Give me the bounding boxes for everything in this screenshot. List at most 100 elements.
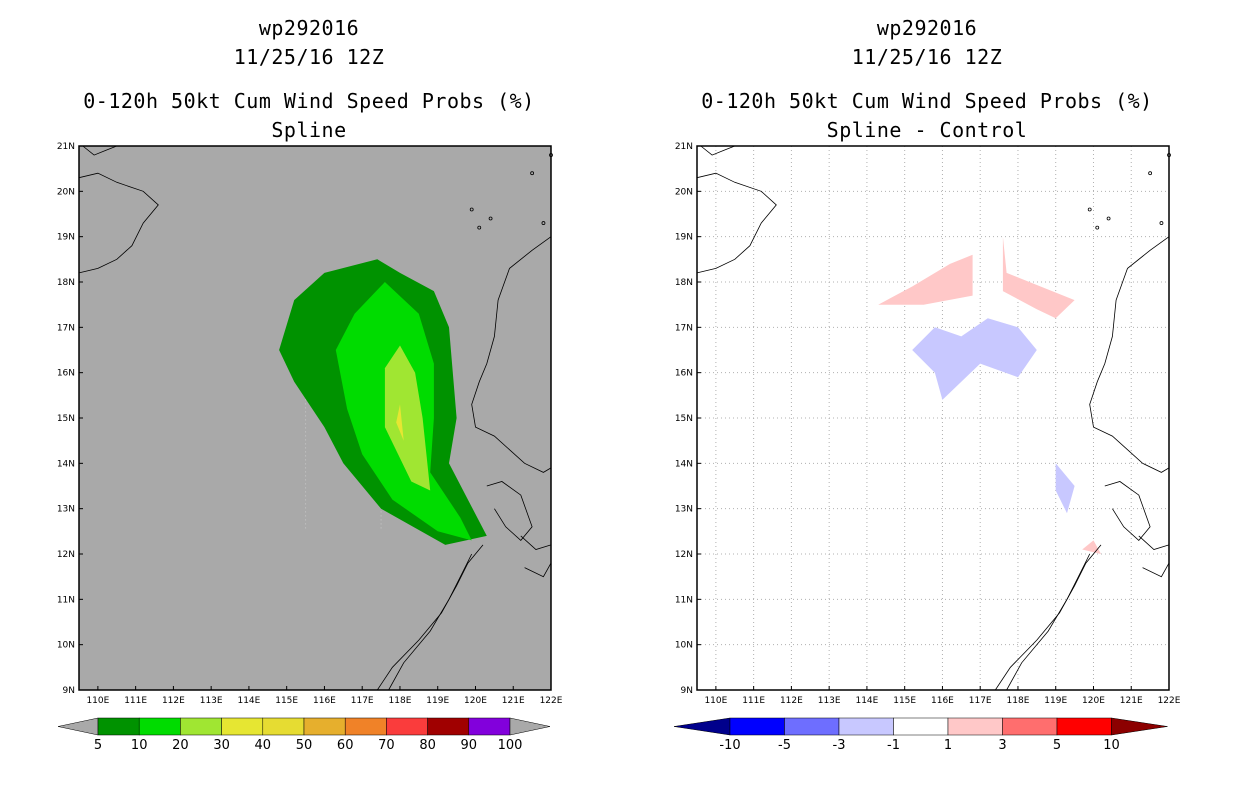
colorbar-swatch [427, 717, 470, 736]
colorbar-swatch [1056, 717, 1112, 736]
island-2 [1087, 207, 1092, 212]
colorbar-label: -5 [778, 738, 791, 753]
coastline-0 [696, 172, 777, 274]
y-tick-label: 16N [57, 369, 75, 379]
x-tick-label: 112E [162, 696, 185, 706]
colorbar-swatch [97, 717, 140, 736]
x-tick-label: 118E [389, 696, 412, 706]
x-tick-label: 114E [237, 696, 260, 706]
coastline-1 [700, 145, 735, 156]
contour-level-20-2 [384, 345, 431, 491]
contour-level-30-3 [396, 404, 404, 441]
colorbar-label: -1 [887, 738, 900, 753]
y-tick-label: 20N [57, 187, 75, 197]
colorbar-swatch [947, 717, 1003, 736]
colorbar-swatch [221, 717, 264, 736]
colorbar-right-arrow [1111, 717, 1168, 736]
x-tick-label: 116E [313, 696, 336, 706]
colorbar-swatch [180, 717, 222, 736]
coastline-7 [1142, 562, 1170, 578]
x-tick-label: 115E [275, 696, 298, 706]
colorbar-label: 5 [1053, 738, 1061, 753]
x-tick-label: 119E [1044, 696, 1067, 706]
x-tick-label: 112E [780, 696, 803, 706]
x-tick-label: 113E [818, 696, 841, 706]
y-tick-label: 17N [675, 323, 693, 333]
island-0 [1095, 225, 1100, 230]
island-0 [477, 225, 482, 230]
colorbar-swatch [386, 717, 428, 736]
colorbar-label: 50 [296, 738, 313, 753]
colorbar-label: 3 [998, 738, 1006, 753]
x-tick-label: 117E [351, 696, 374, 706]
x-tick-label: 121E [1120, 696, 1143, 706]
colorbar-label: 20 [172, 738, 189, 753]
product-title: 0-120h 50kt Cum Wind Speed Probs (%) [83, 89, 535, 113]
colorbar-label: 60 [337, 738, 354, 753]
y-tick-label: 17N [57, 323, 75, 333]
colorbar-label: -10 [719, 738, 740, 753]
island-1 [1106, 216, 1111, 221]
colorbar-label: 1 [944, 738, 952, 753]
x-tick-label: 111E [742, 696, 765, 706]
right-panel: wp292016 11/25/16 12Z 0-120h 50kt Cum Wi… [618, 0, 1236, 800]
x-tick-label: 110E [86, 696, 109, 706]
colorbar-label: 10 [1103, 738, 1120, 753]
colorbar-swatch [262, 717, 305, 736]
y-tick-label: 12N [57, 550, 75, 560]
y-tick-label: 16N [675, 369, 693, 379]
y-tick-label: 20N [675, 187, 693, 197]
x-tick-label: 111E [124, 696, 147, 706]
coastline-3 [486, 481, 533, 541]
y-tick-label: 10N [57, 641, 75, 651]
y-tick-label: 18N [57, 278, 75, 288]
datetime-title: 11/25/16 12Z [851, 45, 1003, 69]
x-tick-label: 120E [464, 696, 487, 706]
y-tick-label: 10N [675, 641, 693, 651]
y-tick-label: 14N [675, 459, 693, 469]
coastline-3 [1104, 481, 1151, 541]
subtitle: Spline [271, 118, 347, 142]
x-tick-label: 121E [502, 696, 525, 706]
y-tick-label: 21N [57, 142, 75, 152]
spline-map-chart: 110E 111E 112E 113E 114E 115E 116E 117E 118E 119E… [57, 142, 563, 753]
colorbar-label: -3 [833, 738, 846, 753]
contour-level-1-0 [878, 254, 973, 305]
colorbar-label: 10 [131, 738, 148, 753]
colorbar-right-arrow [509, 717, 551, 736]
colorbar-left-arrow [57, 717, 99, 736]
x-tick-label: 118E [1007, 696, 1030, 706]
colorbar-swatch [344, 717, 387, 736]
colorbar-swatch [784, 717, 840, 736]
y-tick-label: 19N [675, 233, 693, 243]
coastline-7 [524, 562, 552, 578]
plot-background [79, 146, 551, 690]
y-tick-label: 15N [57, 414, 75, 424]
colorbar-swatch [838, 717, 894, 736]
colorbar-label: 90 [461, 738, 478, 753]
colorbar-label: 80 [419, 738, 436, 753]
colorbar-label: 40 [255, 738, 272, 753]
storm-id-title: wp292016 [258, 16, 360, 40]
x-tick-label: 119E [426, 696, 449, 706]
colorbar-swatch [729, 717, 785, 736]
coastline-6 [520, 535, 552, 550]
y-tick-label: 9N [681, 686, 693, 696]
product-title: 0-120h 50kt Cum Wind Speed Probs (%) [701, 89, 1153, 113]
coastline-4 [376, 544, 484, 691]
x-tick-label: 115E [893, 696, 916, 706]
colorbar-label: 100 [498, 738, 523, 753]
coastline-4 [994, 544, 1102, 691]
x-tick-label: 122E [540, 696, 563, 706]
x-tick-label: 120E [1082, 696, 1105, 706]
storm-id-title: wp292016 [876, 16, 978, 40]
contour-level-1-1 [1002, 236, 1075, 319]
y-tick-label: 19N [57, 233, 75, 243]
coastline-5 [388, 553, 473, 691]
y-tick-label: 15N [675, 414, 693, 424]
island-1 [488, 216, 493, 221]
colorbar-swatch [468, 717, 511, 736]
x-tick-label: 114E [855, 696, 878, 706]
coastline-5 [1006, 553, 1091, 691]
y-tick-label: 18N [675, 278, 693, 288]
